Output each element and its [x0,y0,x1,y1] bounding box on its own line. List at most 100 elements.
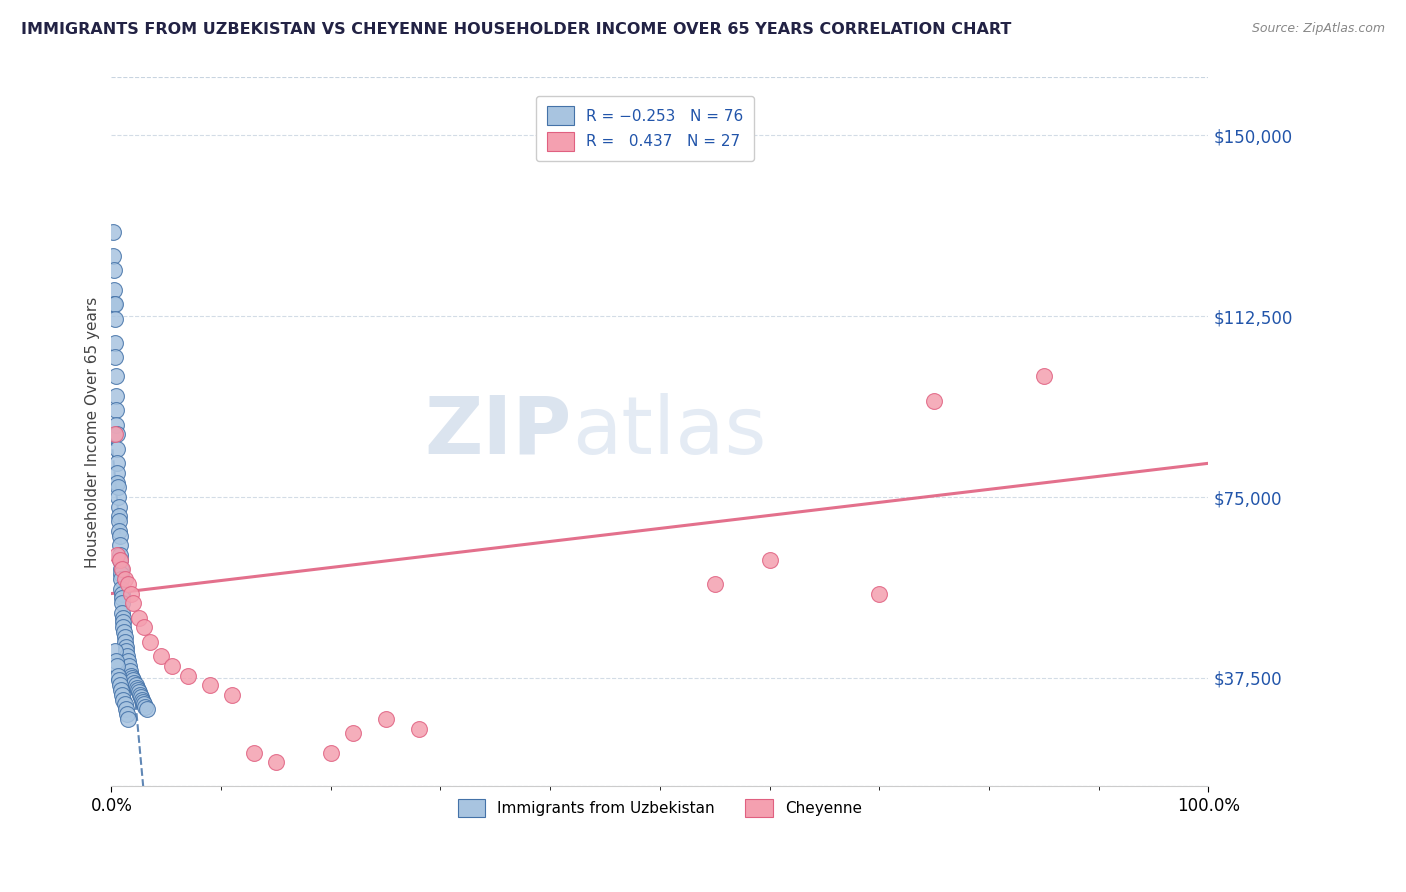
Point [105,548,128,562]
Point [104,335,127,350]
Point [120,586,142,600]
Point [108,524,131,538]
Point [107,500,129,514]
Point [110,683,132,698]
Text: atlas: atlas [572,393,766,471]
Point [107,480,129,494]
Point [264,756,287,770]
Point [408,722,430,736]
Point [117,577,139,591]
Legend: Immigrants from Uzbekistan, Cheyenne: Immigrants from Uzbekistan, Cheyenne [450,791,870,825]
Point [108,553,131,567]
Point [108,514,131,528]
Point [160,659,183,673]
Point [120,668,142,682]
Point [108,553,131,567]
Point [135,702,157,716]
Point [243,746,266,760]
Point [114,572,136,586]
Point [125,681,148,695]
Point [104,369,127,384]
Point [112,615,135,630]
Point [139,634,162,648]
Point [107,668,129,682]
Point [758,553,780,567]
Text: ZIP: ZIP [425,393,572,471]
Point [131,692,153,706]
Point [103,283,125,297]
Point [868,586,890,600]
Point [105,427,128,442]
Point [221,688,243,702]
Point [108,673,131,688]
Point [128,610,150,624]
Point [107,475,129,490]
Text: IMMIGRANTS FROM UZBEKISTAN VS CHEYENNE HOUSEHOLDER INCOME OVER 65 YEARS CORRELAT: IMMIGRANTS FROM UZBEKISTAN VS CHEYENNE H… [21,22,1011,37]
Y-axis label: Householder Income Over 65 years: Householder Income Over 65 years [86,296,100,567]
Point [703,577,725,591]
Point [107,466,129,480]
Point [101,249,124,263]
Point [177,668,200,682]
Point [112,692,135,706]
Point [104,311,127,326]
Point [111,610,134,624]
Point [149,649,172,664]
Point [134,699,156,714]
Point [134,620,156,634]
Point [922,393,945,408]
Point [111,591,134,606]
Point [120,664,142,678]
Point [104,297,127,311]
Point [103,263,125,277]
Point [104,427,127,442]
Point [105,417,128,432]
Point [107,490,129,504]
Point [111,606,134,620]
Point [124,678,146,692]
Point [127,683,149,698]
Point [101,225,124,239]
Point [342,726,364,740]
Point [114,640,136,654]
Point [117,712,139,726]
Point [118,659,141,673]
Point [319,746,342,760]
Point [105,403,128,417]
Point [111,596,134,610]
Point [115,644,138,658]
Point [124,675,146,690]
Point [108,529,131,543]
Point [111,586,134,600]
Point [129,690,152,705]
Point [1032,369,1054,384]
Point [110,562,132,576]
Point [104,389,127,403]
Point [110,567,132,582]
Point [110,582,132,596]
Point [112,620,135,634]
Point [114,634,136,648]
Point [117,654,139,668]
Text: Source: ZipAtlas.com: Source: ZipAtlas.com [1251,22,1385,36]
Point [134,698,156,712]
Point [108,678,131,692]
Point [104,654,127,668]
Point [114,630,136,644]
Point [114,698,136,712]
Point [129,688,152,702]
Point [112,625,135,640]
Point [103,297,125,311]
Point [110,572,132,586]
Point [122,596,145,610]
Point [105,659,128,673]
Point [107,509,129,524]
Point [121,671,143,685]
Point [104,644,127,658]
Point [122,673,145,688]
Point [111,688,134,702]
Point [114,702,136,716]
Point [115,707,138,722]
Point [105,442,128,456]
Point [198,678,221,692]
